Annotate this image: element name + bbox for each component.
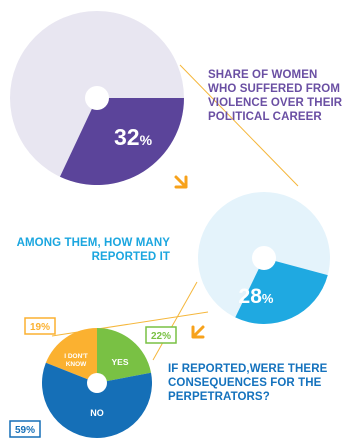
connector-line-2 [51,311,209,337]
arrow-down-left-icon [191,325,205,339]
pie3-slice-dont-know [45,328,97,383]
caption-share-of-women: SHARE OF WOMEN WHO SUFFERED FROM VIOLENC… [208,69,343,123]
pie-chart-violence: 32% [10,11,184,185]
value-box-dont-know-text: 19% [30,322,50,333]
pie3-label-dont-know: I DON'T KNOW [64,353,88,368]
caption-consequences: IF REPORTED,WERE THERE CONSEQUENCES FOR … [168,363,328,403]
value-box-no: 59% [9,420,41,438]
pie2-value-number: 28 [239,285,263,308]
pie2-value-label: 28% [239,285,274,308]
arrow-down-right-icon [174,175,188,189]
pie1-value-label: 32% [114,124,153,150]
value-box-dont-know: 19% [24,317,56,335]
pie1-value-unit: % [140,132,153,148]
pie3-center-hole [87,373,107,393]
pie3-slice-yes [97,328,152,383]
pie3-label-yes: YES [111,357,128,367]
pie1-center-hole [85,86,109,110]
pie2-reported-slice [235,258,328,325]
caption-reported: AMONG THEM, HOW MANY REPORTED IT [16,237,170,263]
value-box-no-text: 59% [15,425,35,436]
value-box-yes-text: 22% [151,331,171,342]
connector-line-1 [179,64,299,187]
pie2-center-hole [252,246,276,270]
pie3-label-no: NO [90,408,104,418]
pie1-share-slice [59,98,184,185]
value-box-yes: 22% [145,326,177,344]
pie3-slice-no [42,362,153,438]
pie-chart-consequences: YES I DON'T KNOW NO [42,328,153,438]
connector-line-3 [152,281,198,361]
pie1-value-number: 32 [114,124,140,150]
pie2-value-unit: % [262,291,274,306]
pie-chart-reported: 28% [198,192,330,325]
